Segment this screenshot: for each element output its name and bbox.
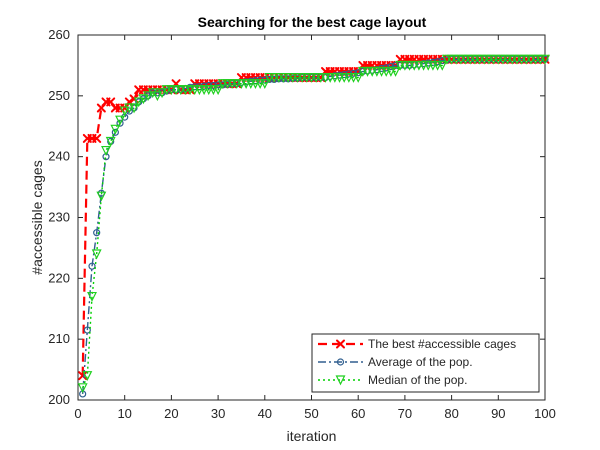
data-point-median	[119, 106, 130, 117]
legend-marker-shape-best	[336, 339, 345, 349]
legend-label-best: The best #accessible cages	[368, 337, 516, 351]
y-tick-label: 250	[48, 88, 70, 103]
y-tick-label: 220	[48, 270, 70, 285]
x-tick-label: 40	[258, 406, 272, 421]
legend-marker-shape-median	[335, 375, 346, 386]
data-point-median	[133, 97, 144, 108]
data-point-average	[111, 128, 119, 136]
data-point-median	[105, 136, 116, 147]
data-point-median	[152, 91, 163, 102]
y-axis-label: #accessible cages	[29, 160, 45, 274]
legend-marker-shape-average	[336, 358, 345, 366]
data-point-best	[92, 133, 102, 143]
x-tick-label: 90	[491, 406, 505, 421]
x-tick-label: 100	[534, 406, 556, 421]
x-tick-label: 60	[351, 406, 365, 421]
data-point-median	[110, 124, 121, 135]
data-point-average	[88, 262, 96, 270]
x-tick-label: 0	[74, 406, 81, 421]
y-tick-label: 200	[48, 392, 70, 407]
data-point-best	[78, 371, 88, 381]
x-tick-label: 10	[117, 406, 131, 421]
legend: The best #accessible cages Average of th…	[311, 333, 540, 393]
x-tick-label: 30	[211, 406, 225, 421]
data-point-median	[259, 79, 270, 90]
data-point-median	[115, 115, 126, 126]
x-axis-label: iteration	[287, 428, 337, 444]
data-point-best-stroke-b	[129, 94, 139, 104]
y-tick-label: 240	[48, 149, 70, 164]
data-point-median	[213, 85, 224, 96]
tick-layer: 0 10 20 30 40 50 60 70 80 90 100 200 210 220 230 240 250…	[48, 27, 556, 421]
legend-label-average: Average of the pop.	[368, 355, 473, 369]
data-point-median	[87, 291, 97, 302]
x-tick-label: 50	[304, 406, 318, 421]
legend-marker-median	[335, 375, 346, 386]
data-point-median	[82, 371, 93, 382]
x-tick-label: 20	[164, 406, 178, 421]
data-point-median	[77, 383, 88, 394]
series-layer	[77, 54, 550, 398]
data-point-average	[83, 326, 91, 334]
chart-title: Searching for the best cage layout	[198, 14, 427, 30]
y-tick-label: 260	[48, 27, 70, 42]
data-point-best-stroke-b	[78, 371, 88, 381]
plot-area: 0 10 20 30 40 50 60 70 80 90 100 200 210 220 230 240 250…	[48, 27, 556, 421]
data-point-average	[93, 229, 101, 237]
data-point-best-stroke-b	[92, 133, 102, 143]
legend-item-median: Median of the pop.	[318, 373, 467, 387]
data-point-median	[101, 145, 111, 156]
data-point-median	[96, 191, 107, 202]
data-point-median	[390, 66, 401, 77]
legend-label-median: Median of the pop.	[368, 373, 467, 387]
data-point-median	[157, 88, 168, 99]
y-tick-label: 210	[48, 331, 70, 346]
data-point-best-stroke-b	[106, 97, 116, 107]
data-point-median	[437, 60, 448, 71]
data-point-median	[540, 54, 550, 65]
x-tick-label: 80	[444, 406, 458, 421]
legend-item-average: Average of the pop.	[318, 355, 473, 369]
data-point-median	[353, 72, 364, 83]
data-point-median	[138, 94, 149, 105]
x-tick-label: 70	[398, 406, 412, 421]
legend-item-best: The best #accessible cages	[318, 337, 516, 351]
data-point-average	[116, 119, 124, 127]
data-point-median	[91, 249, 102, 260]
data-point-average	[387, 63, 395, 71]
data-point-median	[143, 91, 154, 102]
series-median	[77, 54, 550, 394]
data-point-median	[147, 88, 158, 99]
legend-marker-shape-best-stroke-b	[336, 339, 345, 349]
legend-marker-best	[336, 339, 345, 349]
y-tick-label: 230	[48, 210, 70, 225]
data-point-median	[129, 103, 140, 114]
legend-marker-average	[336, 358, 345, 366]
